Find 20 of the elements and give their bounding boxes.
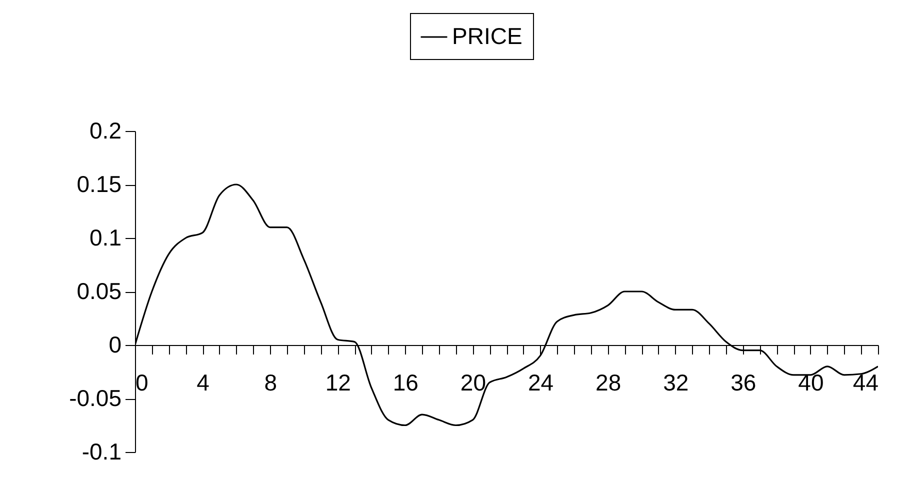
y-tick-label: 0 xyxy=(108,332,122,358)
y-tick-label: 0.05 xyxy=(76,278,122,304)
x-tick-label: 4 xyxy=(196,370,210,396)
y-tick-label: -0.05 xyxy=(69,385,122,411)
x-tick-label: 36 xyxy=(730,370,756,396)
x-tick-label: 20 xyxy=(460,370,486,396)
y-tick-label: -0.1 xyxy=(82,438,122,464)
x-tick-label: 0 xyxy=(136,370,148,396)
x-tick-label: 16 xyxy=(392,370,418,396)
y-tick-label: 0.2 xyxy=(90,118,122,144)
x-tick-label: 8 xyxy=(264,370,277,396)
x-tick-label: 32 xyxy=(663,370,689,396)
legend-label: PRICE xyxy=(452,23,522,49)
x-tick-label: 12 xyxy=(325,370,351,396)
x-tick-label: 24 xyxy=(528,370,554,396)
x-tick-label: 40 xyxy=(798,370,824,396)
x-tick-label: 28 xyxy=(596,370,622,396)
y-tick-label: 0.15 xyxy=(76,171,122,197)
x-tick-label: 44 xyxy=(852,370,879,396)
y-tick-label: 0.1 xyxy=(90,224,122,250)
